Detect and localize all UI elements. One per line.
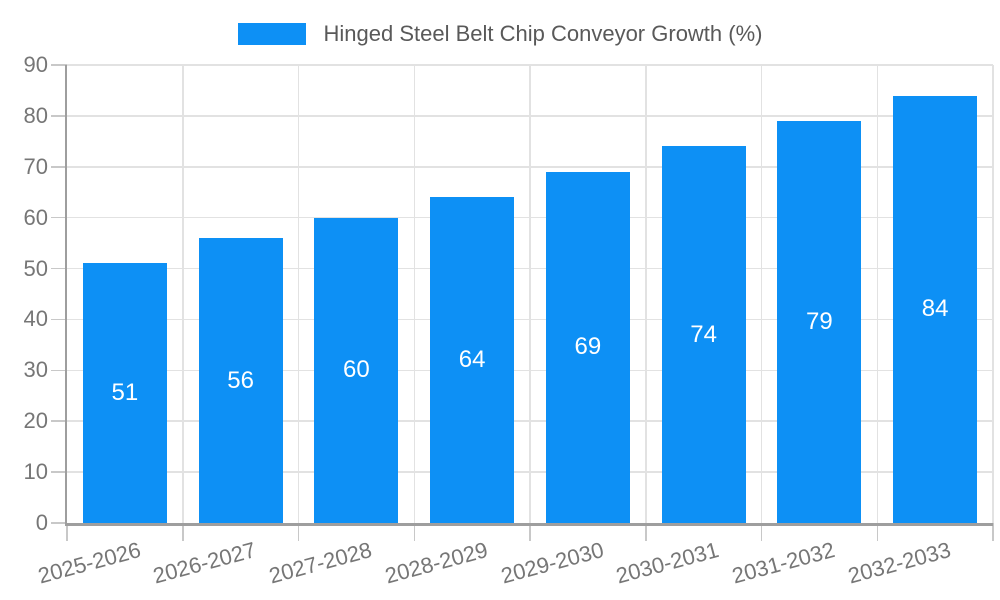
y-tick-label: 20 [23, 408, 48, 434]
gridline-vertical [413, 65, 415, 523]
y-tick-label: 60 [23, 204, 48, 230]
bar: 79 [777, 120, 862, 523]
bar-value-label: 64 [458, 346, 486, 374]
gridline-vertical [760, 65, 763, 523]
x-tick-mark [992, 523, 994, 541]
y-tick-mark [51, 267, 67, 270]
x-tick-mark [66, 523, 68, 541]
y-tick-mark [51, 64, 67, 66]
bar: 74 [661, 146, 746, 523]
bar: 51 [82, 263, 167, 523]
bar: 84 [893, 95, 978, 523]
bar: 69 [545, 171, 630, 523]
bar-value-label: 56 [227, 366, 254, 394]
legend: Hinged Steel Belt Chip Conveyor Growth (… [0, 21, 1000, 47]
y-tick-label: 90 [23, 52, 48, 77]
bar-value-label: 69 [574, 333, 602, 361]
x-tick-mark [529, 523, 531, 541]
legend-swatch [237, 23, 306, 45]
y-tick-label: 70 [23, 153, 48, 179]
x-tick-mark [645, 523, 647, 541]
y-tick-mark [51, 369, 67, 372]
gridline-vertical [529, 65, 531, 523]
y-tick-mark [51, 522, 67, 524]
y-tick-label: 30 [23, 357, 48, 383]
y-tick-mark [51, 216, 67, 219]
y-tick-mark [51, 471, 67, 473]
gridline-vertical [297, 65, 300, 523]
bar-value-label: 79 [806, 307, 833, 335]
x-tick-label: 2027-2028 [266, 537, 375, 589]
gridline-vertical [645, 65, 647, 523]
gridline-vertical [876, 65, 878, 523]
bar: 64 [430, 197, 515, 523]
x-tick-mark [760, 523, 763, 541]
y-tick-label: 10 [23, 459, 48, 485]
y-tick-label: 0 [35, 510, 48, 535]
x-tick-label: 2025-2026 [34, 537, 144, 589]
x-tick-label: 2028-2029 [382, 537, 491, 589]
bar: 56 [198, 238, 283, 523]
x-tick-label: 2031-2032 [729, 537, 838, 589]
bar-value-label: 74 [690, 320, 717, 348]
y-axis-line [65, 65, 67, 525]
y-tick-mark [51, 166, 67, 168]
x-tick-mark [297, 523, 300, 541]
gridline-vertical [182, 65, 184, 523]
y-tick-label: 80 [23, 102, 48, 128]
bar-value-label: 60 [343, 356, 370, 384]
x-tick-label: 2026-2027 [150, 537, 259, 589]
bar-value-label: 51 [111, 379, 139, 407]
x-tick-mark [876, 523, 878, 541]
x-tick-label: 2030-2031 [613, 537, 722, 589]
y-tick-mark [51, 420, 67, 422]
y-tick-label: 40 [23, 306, 48, 332]
gridline-vertical [992, 65, 994, 523]
legend-label: Hinged Steel Belt Chip Conveyor Growth (… [323, 21, 763, 46]
bar: 60 [314, 217, 399, 523]
x-axis-line [65, 523, 993, 526]
x-tick-label: 2032-2033 [845, 537, 954, 589]
y-tick-mark [51, 318, 67, 321]
bar-value-label: 84 [921, 295, 949, 323]
x-tick-mark [413, 523, 415, 541]
y-tick-mark [51, 115, 67, 117]
x-tick-label: 2029-2030 [497, 537, 607, 589]
x-tick-mark [182, 523, 184, 541]
y-tick-label: 50 [23, 255, 48, 281]
